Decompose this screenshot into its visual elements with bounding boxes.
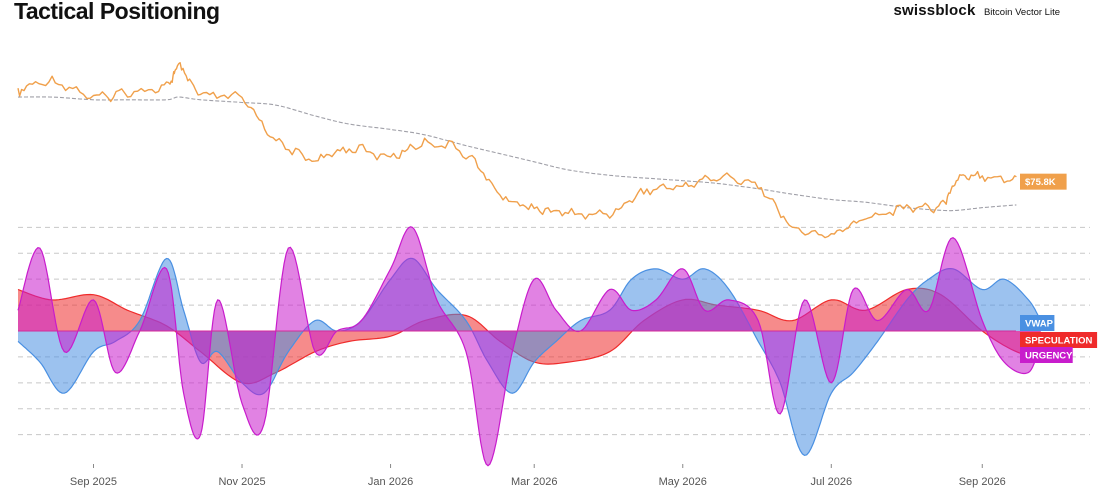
speculation-tag-text: SPECULATION xyxy=(1025,336,1093,347)
oscillator-grid xyxy=(18,226,1090,436)
oscillator-panel xyxy=(17,226,1042,467)
x-tick-label: Nov 2025 xyxy=(218,476,265,488)
price-last-value-tag: $75.8K xyxy=(1020,173,1067,190)
x-tick-label: Mar 2026 xyxy=(511,476,557,488)
vwap-area xyxy=(18,258,1041,456)
urgency-tag: URGENCY xyxy=(1020,347,1073,363)
brand-name: swissblock xyxy=(893,2,976,19)
urgency-area xyxy=(18,226,1041,466)
price-last-value-tag-box xyxy=(1020,173,1067,190)
vwap-tag-text: VWAP xyxy=(1025,319,1054,330)
brand-logo: swissblock Bitcoin Vector Lite xyxy=(893,2,1060,20)
vwap-tag: VWAP xyxy=(1020,315,1055,331)
urgency-tag-text: URGENCY xyxy=(1025,351,1073,362)
urgency-line xyxy=(17,226,1042,467)
x-tick-label: Sep 2026 xyxy=(959,476,1006,488)
x-tick-label: May 2026 xyxy=(659,476,707,488)
vwap-line xyxy=(17,257,1042,457)
price-last-value-tag-text: $75.8K xyxy=(1025,177,1056,188)
series-tags: $75.8K VWAP SPECULATION URGENCY xyxy=(1020,173,1098,363)
urgency-tag-box xyxy=(1020,347,1073,363)
price-panel xyxy=(17,62,1017,239)
x-tick-label: Jan 2026 xyxy=(368,476,413,488)
chart-title: Tactical Positioning xyxy=(14,0,220,24)
x-tick-label: Jul 2026 xyxy=(810,476,852,488)
price-vwap-line xyxy=(18,96,1017,212)
speculation-tag: SPECULATION xyxy=(1020,332,1098,348)
vwap-tag-box xyxy=(1020,315,1055,331)
x-axis: Sep 2025 Nov 2025 Jan 2026 Mar 2026 May 2026… xyxy=(70,464,1006,488)
price-line xyxy=(17,62,1017,239)
product-name: Bitcoin Vector Lite xyxy=(983,7,1060,18)
x-tick-label: Sep 2025 xyxy=(70,476,117,488)
speculation-tag-box xyxy=(1020,332,1098,348)
